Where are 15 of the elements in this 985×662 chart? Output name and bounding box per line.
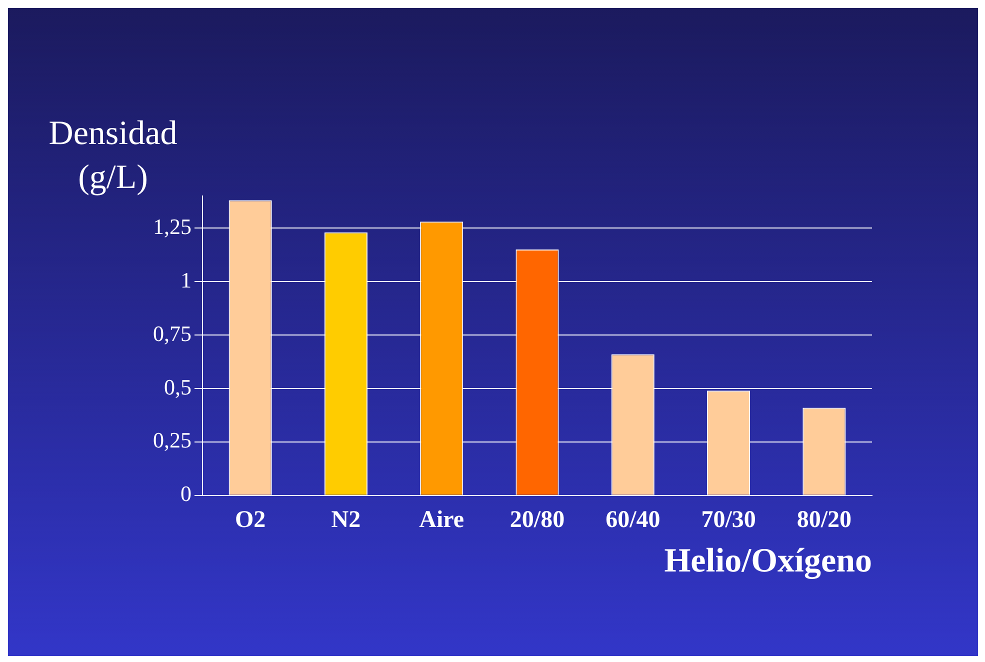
x-tick-label: Aire — [419, 507, 464, 534]
y-axis-title: Densidad (g/L) — [48, 114, 178, 198]
y-tick-label: 0,5 — [164, 374, 192, 400]
y-tick-label: 1,25 — [153, 214, 192, 239]
y-tick-label: 0 — [180, 481, 192, 506]
x-tick-label: 20/80 — [510, 507, 565, 534]
x-tick-label: 60/40 — [606, 507, 660, 534]
y-tick-label: 0,75 — [153, 320, 192, 346]
x-axis-title: Helio/Oxígeno — [664, 542, 872, 580]
y-tick-label: 1 — [180, 267, 192, 292]
x-tick-label: 80/20 — [796, 507, 852, 534]
y-tick-label: 0,25 — [153, 428, 192, 453]
x-tick-label: N2 — [331, 507, 361, 534]
x-tick-label: O2 — [234, 507, 266, 534]
x-tick-label: 70/30 — [701, 507, 756, 534]
